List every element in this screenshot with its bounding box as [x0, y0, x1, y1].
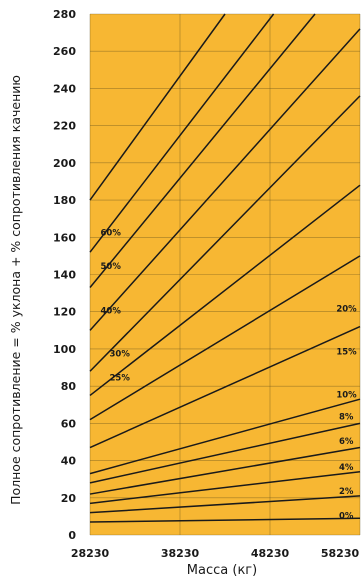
y-tick-label: 20 [61, 492, 77, 505]
series-line [89, 28, 361, 331]
y-tick-label: 140 [53, 269, 76, 282]
y-tick-label: 180 [53, 194, 76, 207]
x-tick-label: 28230 [71, 547, 110, 560]
line-label: 6% [339, 437, 354, 447]
y-tick-label: 60 [61, 417, 77, 430]
y-tick-label: 240 [53, 82, 76, 95]
line-label: 40% [101, 307, 122, 317]
series-line [89, 13, 226, 201]
y-tick-label: 200 [53, 157, 76, 170]
y-tick-label: 120 [53, 306, 76, 319]
x-tick-label: 38230 [161, 547, 200, 560]
series-lines [89, 13, 361, 523]
x-tick-labels: 28230 38230 48230 58230 [71, 547, 360, 560]
x-tick-label: 58230 [321, 547, 360, 560]
series-line [89, 95, 361, 372]
line-labels: 60% 50% 40% 30% 25% 20% 15% 10% 8% 6% 4% 2% 0% [101, 228, 358, 521]
series-line [89, 446, 361, 495]
series-line [89, 13, 316, 289]
line-label: 15% [336, 348, 357, 358]
y-tick-label: 260 [53, 45, 76, 58]
line-label: 10% [336, 390, 357, 400]
series-line [89, 495, 361, 514]
y-axis-label: Полное сопротивление = % уклона + % сопр… [8, 75, 23, 505]
line-label: 50% [101, 262, 122, 272]
series-line [89, 470, 361, 505]
line-label: 2% [339, 487, 354, 497]
y-tick-label: 0 [68, 529, 76, 542]
series-line [89, 255, 361, 421]
line-label: 30% [110, 349, 131, 359]
series-line [89, 517, 361, 523]
series-line [89, 13, 275, 253]
x-tick-label: 48230 [251, 547, 290, 560]
y-tick-label: 40 [61, 455, 77, 468]
line-label: 0% [339, 511, 354, 521]
y-tick-label: 280 [53, 8, 76, 21]
line-label: 4% [339, 463, 354, 473]
y-tick-labels: 0 20 40 60 80 100 120 140 160 180 200 220 240 260 280 [53, 8, 76, 542]
x-axis-label: Масса (кг) [187, 563, 257, 578]
y-tick-label: 160 [53, 231, 76, 244]
series-line [89, 422, 361, 484]
series-line [89, 184, 361, 397]
line-label: 60% [101, 228, 122, 238]
line-label: 20% [336, 305, 357, 315]
series-line [89, 398, 361, 475]
y-tick-label: 220 [53, 120, 76, 133]
line-label: 25% [110, 374, 131, 384]
y-tick-label: 100 [53, 343, 76, 356]
line-label: 8% [339, 413, 354, 423]
y-tick-label: 80 [61, 380, 77, 393]
series-line [89, 325, 361, 449]
